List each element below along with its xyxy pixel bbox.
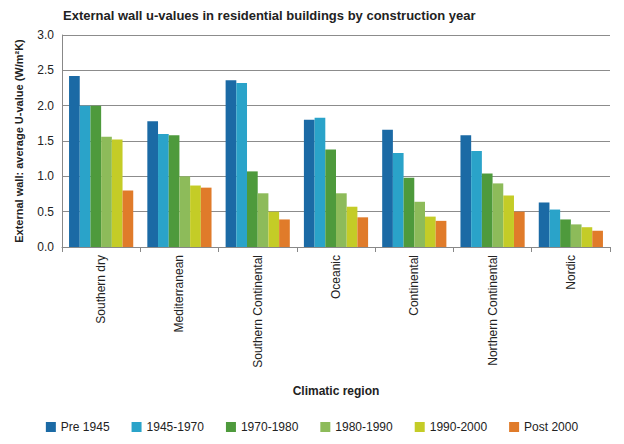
svg-text:Nordic: Nordic xyxy=(564,255,578,290)
svg-text:Climatic region: Climatic region xyxy=(293,384,380,398)
svg-text:2.0: 2.0 xyxy=(37,99,54,113)
svg-text:Post 2000: Post 2000 xyxy=(524,420,578,434)
svg-text:Southern dry: Southern dry xyxy=(94,255,108,324)
svg-text:1.5: 1.5 xyxy=(37,134,54,148)
svg-text:Continental: Continental xyxy=(407,255,421,316)
svg-text:1970-1980: 1970-1980 xyxy=(241,420,299,434)
svg-text:1.0: 1.0 xyxy=(37,169,54,183)
svg-text:3.0: 3.0 xyxy=(37,28,54,42)
svg-text:0.0: 0.0 xyxy=(37,240,54,254)
svg-text:External wall: average U-value: External wall: average U-value (W/m²K) xyxy=(13,39,25,243)
svg-text:Oceanic: Oceanic xyxy=(329,255,343,299)
svg-text:2.5: 2.5 xyxy=(37,63,54,77)
svg-text:Northern Continental: Northern Continental xyxy=(486,255,500,366)
svg-text:Pre 1945: Pre 1945 xyxy=(61,420,110,434)
svg-text:1990-2000: 1990-2000 xyxy=(430,420,488,434)
svg-text:Southern Continental: Southern Continental xyxy=(251,255,265,368)
svg-text:Mediterranean: Mediterranean xyxy=(172,255,186,332)
svg-text:0.5: 0.5 xyxy=(37,205,54,219)
svg-text:1980-1990: 1980-1990 xyxy=(335,420,393,434)
svg-text:1945-1970: 1945-1970 xyxy=(147,420,205,434)
svg-text:External wall u-values in resi: External wall u-values in residential bu… xyxy=(63,8,476,23)
